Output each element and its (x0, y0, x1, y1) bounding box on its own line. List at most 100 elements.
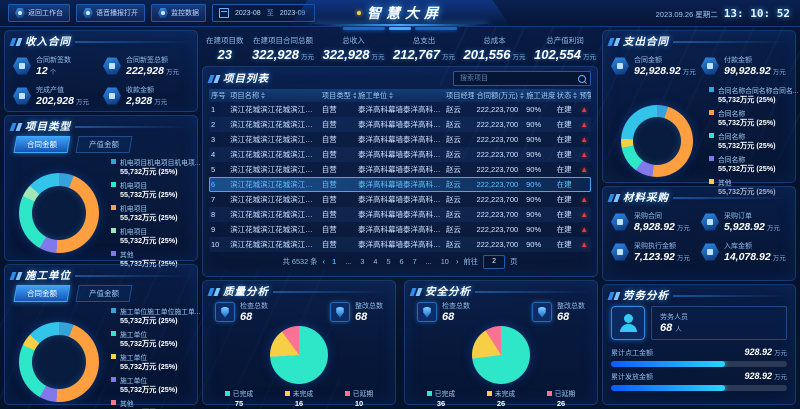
legend-value: 55,732万元 (25%) (718, 95, 776, 104)
tab-contract-amount[interactable]: 合同金额 (13, 285, 71, 302)
date-end[interactable]: 2023-09 (279, 9, 306, 17)
warning-cell: ▲ (578, 135, 591, 144)
search-box[interactable] (453, 71, 591, 86)
sort-icon[interactable] (261, 92, 266, 99)
search-icon[interactable] (578, 74, 586, 83)
table-row[interactable]: 4 滨江花城滨江花城滨江二期珺...自营 泰洋高科幕墙泰洋高科有限公...赵云 222… (209, 147, 591, 162)
legend-item: 施工单位 55,732万元 (25%) (111, 329, 191, 349)
stat-label: 整改总数 (355, 303, 383, 310)
panel-title: 支出合同 (623, 36, 669, 48)
legend-item: 合同名称合同名称合同名... 55,732万元 (25%) (709, 85, 798, 105)
legend-swatch (426, 390, 432, 396)
legend-text: 机电项目 55,732万元 (25%) (120, 203, 178, 223)
legend-label: 其他 (120, 252, 134, 259)
table-cell: 自营 (321, 210, 337, 219)
table-cell: 222,223,700 (476, 240, 519, 249)
sort-icon[interactable] (389, 92, 394, 99)
legend-label: 施工单位施工单位施工单... (120, 309, 201, 316)
sort-icon[interactable] (352, 92, 357, 99)
page-button[interactable]: 7 (412, 257, 417, 266)
kpi-number: 201,556 (463, 46, 511, 62)
sort-icon[interactable] (573, 92, 578, 99)
tab-output-amount[interactable]: 产值金额 (75, 136, 133, 153)
warning-icon: ▲ (580, 195, 589, 204)
page-button[interactable]: 6 (399, 257, 404, 266)
table-cell: 滨江花城滨江花城滨江二期珺... (230, 180, 320, 189)
column-header: 项目名称 (228, 91, 320, 101)
prev-page-button[interactable]: ‹ (322, 257, 326, 266)
legend-text: 施工单位 55,732万元 (25%) (120, 375, 178, 395)
page-ellipsis: ... (425, 257, 432, 266)
person-icon (611, 306, 645, 340)
table-row[interactable]: 7 滨江花城滨江花城滨江二期珺...自营 泰洋高科幕墙泰洋高科有限公...赵云 222… (209, 192, 591, 207)
table-row[interactable]: 8 滨江花城滨江花城滨江二期珺...自营 泰洋高科幕墙泰洋高科有限公...赵云 222… (209, 207, 591, 222)
tab-contract-amount[interactable]: 合同金额 (13, 136, 71, 153)
column-header[interactable]: 预警 (578, 91, 591, 101)
table-row[interactable]: 9 滨江花城滨江花城滨江二期珺...自营 泰洋高科幕墙泰洋高科有限公...赵云 222… (209, 222, 591, 237)
table-row[interactable]: 6 滨江花城滨江花城滨江二期珺...自营 泰洋高科幕墙泰洋高科有限公...赵云 222… (209, 177, 591, 192)
monitor-data-button[interactable]: 监控数据 (151, 4, 206, 22)
time-text: 13: 10: 52 (723, 6, 790, 20)
column-label: 项目类型 (321, 90, 351, 100)
date-separator: 至 (266, 10, 274, 17)
table-cell: 滨江花城滨江花城滨江二期珺... (230, 150, 320, 159)
stat-item: 采购执行金额 7,123.92 万元 (611, 238, 697, 266)
legend-value: 55,732万元 (25%) (120, 316, 178, 325)
panel-title: 劳务分析 (623, 290, 669, 302)
table-row[interactable]: 5 滨江花城滨江花城滨江二期珺...自营 泰洋高科幕墙泰洋高科有限公...赵云 222… (209, 162, 591, 177)
workspace-button[interactable]: 返回工作台 (8, 4, 70, 22)
stat-text: 完成产值 202,928 万元 (36, 85, 89, 107)
table-cell: 5 (211, 165, 216, 174)
legend-label: 机电项目 (120, 229, 148, 236)
legend-swatch (284, 390, 290, 396)
table-cell: 222,223,700 (476, 210, 519, 219)
date-start[interactable]: 2023-08 (235, 9, 261, 17)
legend-value: 55,732万元 (25%) (120, 190, 178, 199)
legend-item: 已完成 75 (224, 388, 253, 408)
hexagon-icon (83, 8, 93, 18)
page-button[interactable]: 4 (373, 257, 378, 266)
labor-count-value: 68 (660, 322, 673, 334)
stat-label: 合同新签数 (36, 57, 71, 64)
tab-output-amount[interactable]: 产值金额 (75, 285, 133, 302)
voice-broadcast-button[interactable]: 语音播报打开 (76, 4, 145, 22)
legend-swatch (111, 182, 116, 187)
table-cell: 在建 (556, 240, 572, 249)
kpi-label: 总收入 (342, 35, 365, 45)
next-page-button[interactable]: › (455, 257, 459, 266)
kpi-item: 总成本 201,556 万元 (462, 35, 528, 62)
goto-label: 前往 (463, 256, 479, 266)
table-cell: 90% (526, 195, 542, 204)
sort-icon[interactable] (519, 92, 524, 99)
page-button[interactable]: 10 (440, 257, 449, 266)
table-row[interactable]: 1 滨江花城滨江花城滨江二期珺...自营 泰洋高科幕墙泰洋高科有限公...赵云 222… (209, 102, 591, 117)
table-cell: 222,223,700 (476, 105, 519, 114)
date-range-picker[interactable]: 2023-08 至 2023-09 (212, 4, 316, 22)
goto-page-input[interactable] (483, 254, 506, 269)
table-cell: 赵云 (445, 135, 461, 144)
warning-cell: ▲ (578, 120, 591, 129)
table-row[interactable]: 3 滨江花城滨江花城滨江二期珺...自营 泰洋高科幕墙泰洋高科有限公...赵云 222… (209, 132, 591, 147)
column-header[interactable]: 序号 (209, 91, 228, 101)
stat-label: 检查总数 (240, 303, 268, 310)
button-label: 语音播报打开 (96, 10, 138, 17)
title-underline (475, 290, 591, 293)
labor-count-unit: 人 (675, 326, 682, 333)
stat-unit: 万元 (676, 225, 690, 232)
tab-label: 产值金额 (89, 289, 119, 298)
table-row[interactable]: 2 滨江花城滨江花城滨江二期珺...自营 泰洋高科幕墙泰洋高科有限公...赵云 222… (209, 117, 591, 132)
page-button[interactable]: 5 (386, 257, 391, 266)
page-button[interactable]: 3 (360, 257, 365, 266)
table-cell: 赵云 (445, 120, 461, 129)
table-row[interactable]: 10 滨江花城滨江花城滨江二期珺...自营 泰洋高科幕墙泰洋高科有限公...赵云 22… (209, 237, 591, 252)
page-button[interactable]: 1 (332, 257, 337, 266)
legend-top: 已延期 (344, 388, 373, 398)
search-input[interactable] (458, 74, 578, 83)
table-cell: 自营 (321, 135, 337, 144)
legend-item: 未完成 16 (284, 388, 313, 408)
donut-hole (633, 117, 681, 165)
stat-label: 合同金额 (634, 57, 662, 64)
title-underline (673, 196, 789, 199)
panel-safety-analysis: 安全分析 检查总数 68 整改总数 68 已完成 36 未完成 26 已延期 26 (404, 280, 598, 408)
check-stat: 检查总数 68 (417, 301, 470, 323)
